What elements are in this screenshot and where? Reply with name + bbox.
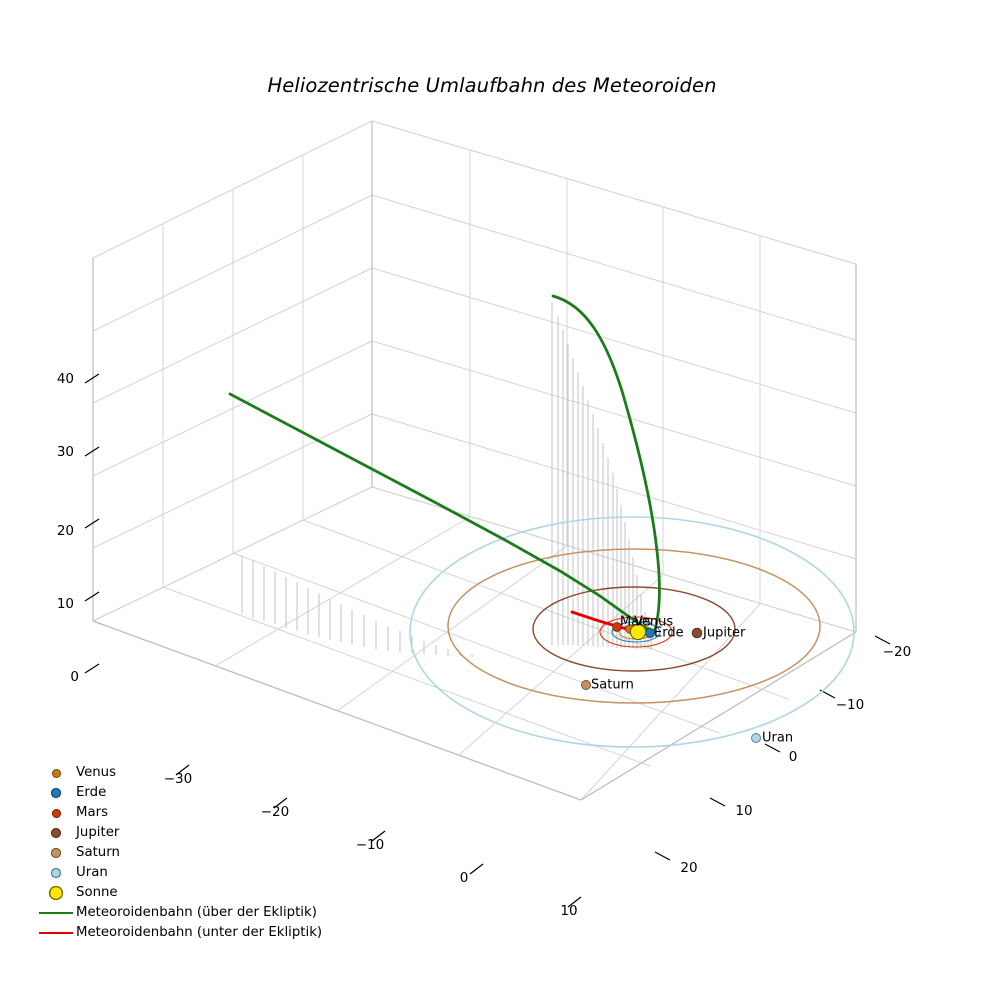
legend-item-sonne[interactable]: Sonne — [36, 883, 336, 903]
axis-spines — [92, 121, 857, 801]
z-tick-label: 0 — [70, 669, 79, 685]
planet-label-venus: Venus — [634, 614, 674, 630]
orbit-uran — [409, 516, 855, 748]
planet-label-uran: Uran — [762, 730, 794, 746]
legend: Venus Erde Mars Jupiter Saturn — [36, 763, 336, 943]
legend-item-erde[interactable]: Erde — [36, 783, 336, 803]
y-tick-label: 0 — [788, 749, 798, 765]
uran-marker-icon — [36, 868, 76, 878]
x-tick-label: −20 — [260, 804, 290, 820]
y-tick-label: −20 — [882, 644, 912, 660]
legend-label: Erde — [76, 785, 107, 801]
marker-sonne — [629, 623, 647, 641]
orbit-jupiter — [532, 586, 736, 672]
legend-item-mars[interactable]: Mars — [36, 803, 336, 823]
legend-label: Meteoroidenbahn (unter der Ekliptik) — [76, 925, 323, 941]
y-tick-label: 10 — [735, 803, 753, 819]
z-tick-label: 40 — [56, 371, 74, 387]
legend-label: Sonne — [76, 885, 118, 901]
meteoroid-track-above-ecliptic-inbound — [228, 392, 656, 635]
marker-mars — [612, 622, 622, 632]
erde-marker-icon — [36, 788, 76, 798]
legend-item-track-below[interactable]: Meteoroidenbahn (unter der Ekliptik) — [36, 923, 336, 943]
red-line-icon — [36, 932, 76, 934]
marker-saturn — [581, 680, 591, 690]
marker-uran — [751, 733, 761, 743]
meteoroid-track-above-ecliptic-outbound — [551, 294, 661, 635]
mars-marker-icon — [36, 808, 76, 818]
z-tick-label: 10 — [56, 596, 74, 612]
z-tick-label: 30 — [56, 444, 74, 460]
y-tick-label: 20 — [680, 860, 698, 876]
legend-item-venus[interactable]: Venus — [36, 763, 336, 783]
tick-marks — [84, 373, 891, 908]
jupiter-marker-icon — [36, 828, 76, 838]
venus-marker-icon — [36, 768, 76, 778]
green-line-icon — [36, 912, 76, 914]
planet-label-erde: Erde — [654, 625, 684, 641]
y-tick-label: −10 — [835, 697, 865, 713]
legend-label: Saturn — [76, 845, 120, 861]
legend-item-track-above[interactable]: Meteoroidenbahn (über der Ekliptik) — [36, 903, 336, 923]
orbit-mars — [599, 616, 673, 648]
legend-item-jupiter[interactable]: Jupiter — [36, 823, 336, 843]
chart-title: Heliozentrische Umlaufbahn des Meteoroid… — [267, 74, 717, 97]
legend-label: Jupiter — [76, 825, 120, 841]
sonne-marker-icon — [36, 886, 76, 900]
planet-label-mars: Mars — [620, 614, 652, 630]
saturn-marker-icon — [36, 848, 76, 858]
planet-label-saturn: Saturn — [591, 677, 634, 693]
x-tick-label: 10 — [560, 903, 578, 919]
planet-label-jupiter: Jupiter — [703, 625, 746, 641]
legend-label: Uran — [76, 865, 108, 881]
orbit-ellipses — [409, 516, 855, 748]
legend-label: Mars — [76, 805, 109, 821]
x-tick-label: −30 — [163, 771, 193, 787]
marker-jupiter — [691, 627, 703, 639]
legend-label: Venus — [76, 765, 117, 781]
axes-panes — [91, 120, 858, 801]
legend-item-uran[interactable]: Uran — [36, 863, 336, 883]
orbit-saturn — [447, 548, 821, 704]
x-tick-label: 0 — [459, 870, 469, 886]
z-tick-label: 20 — [56, 523, 74, 539]
projection-drop-lines — [241, 302, 652, 657]
legend-item-saturn[interactable]: Saturn — [36, 843, 336, 863]
x-tick-label: −10 — [355, 837, 385, 853]
planet-markers — [581, 622, 761, 743]
legend-label: Meteoroidenbahn (über der Ekliptik) — [76, 905, 317, 921]
